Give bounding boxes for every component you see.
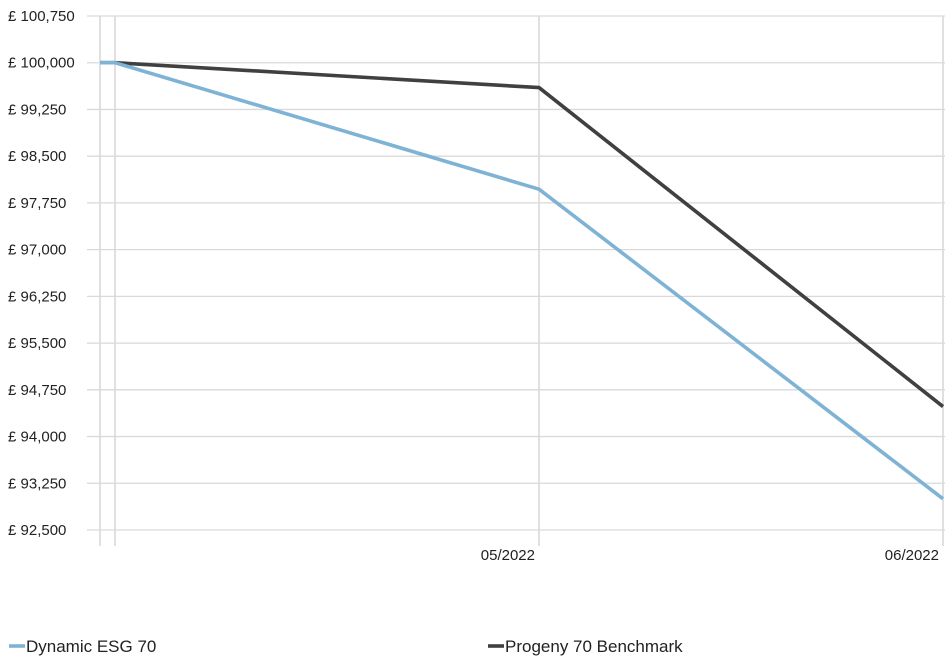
y-axis-tick-labels: £ 100,750 £ 100,000 £ 99,250 £ 98,500 £ 97,7…: [8, 8, 75, 539]
series-line-dynamic-esg-70: [100, 60, 945, 501]
y-tick-label: £ 100,750: [8, 8, 75, 25]
legend-label: Progeny 70 Benchmark: [505, 637, 683, 656]
x-axis-tick-labels: 05/2022 06/2022: [481, 547, 939, 564]
y-tick-label: £ 94,000: [8, 429, 66, 446]
y-tick-label: £ 94,750: [8, 382, 66, 399]
legend: Dynamic ESG 70 Progeny 70 Benchmark: [9, 637, 683, 656]
legend-label: Dynamic ESG 70: [26, 637, 156, 656]
y-tick-label: £ 100,000: [8, 55, 75, 72]
series-lines: [100, 60, 945, 501]
y-tick-label: £ 97,000: [8, 242, 66, 259]
y-tick-label: £ 97,750: [8, 195, 66, 212]
y-tick-label: £ 95,500: [8, 335, 66, 352]
y-tick-label: £ 99,250: [8, 101, 66, 118]
x-tick-label: 05/2022: [481, 547, 535, 564]
y-tick-label: £ 92,500: [8, 522, 66, 539]
gridlines: [87, 15, 945, 546]
series-line-progeny-70-benchmark: [100, 60, 945, 409]
y-tick-label: £ 98,500: [8, 148, 66, 165]
y-tick-label: £ 93,250: [8, 475, 66, 492]
x-tick-label: 06/2022: [885, 547, 939, 564]
y-tick-label: £ 96,250: [8, 288, 66, 305]
